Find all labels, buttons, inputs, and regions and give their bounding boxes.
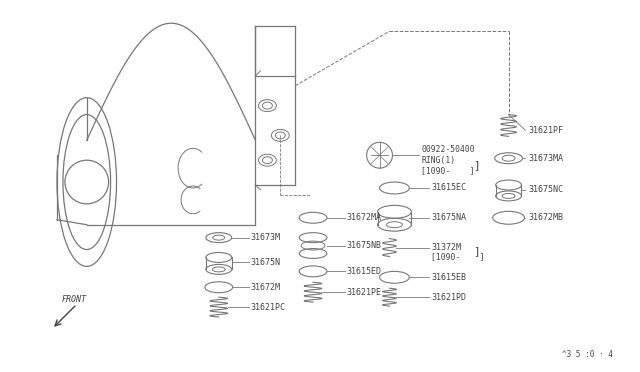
Text: FRONT: FRONT (62, 295, 87, 304)
Text: 31672MA: 31672MA (347, 213, 382, 222)
Text: 31672M: 31672M (250, 283, 280, 292)
Text: 31615EB: 31615EB (431, 273, 466, 282)
Text: 31675NA: 31675NA (431, 213, 466, 222)
Text: 31675NC: 31675NC (529, 186, 563, 195)
Text: 31675NB: 31675NB (347, 241, 382, 250)
Text: 31621PF: 31621PF (529, 126, 563, 135)
Text: 31672MB: 31672MB (529, 213, 563, 222)
Text: 31673MA: 31673MA (529, 154, 563, 163)
Text: RING(1): RING(1) (421, 156, 456, 165)
Text: 31621PE: 31621PE (347, 288, 382, 297)
Text: ]: ] (473, 160, 479, 170)
Text: ^3 5 :0 · 4: ^3 5 :0 · 4 (562, 350, 612, 359)
Text: 00922-50400: 00922-50400 (421, 145, 475, 154)
Text: 31673M: 31673M (250, 233, 280, 242)
Text: 31372M: 31372M (431, 243, 461, 252)
Text: [1090-    ]: [1090- ] (431, 252, 484, 261)
Text: 31675N: 31675N (250, 258, 280, 267)
Text: [1090-    ]: [1090- ] (421, 167, 475, 176)
Text: 31621PD: 31621PD (431, 293, 466, 302)
Text: ]: ] (473, 247, 479, 257)
Text: 31621PC: 31621PC (250, 302, 285, 312)
Text: 31615ED: 31615ED (347, 267, 382, 276)
Text: 31615EC: 31615EC (431, 183, 466, 192)
